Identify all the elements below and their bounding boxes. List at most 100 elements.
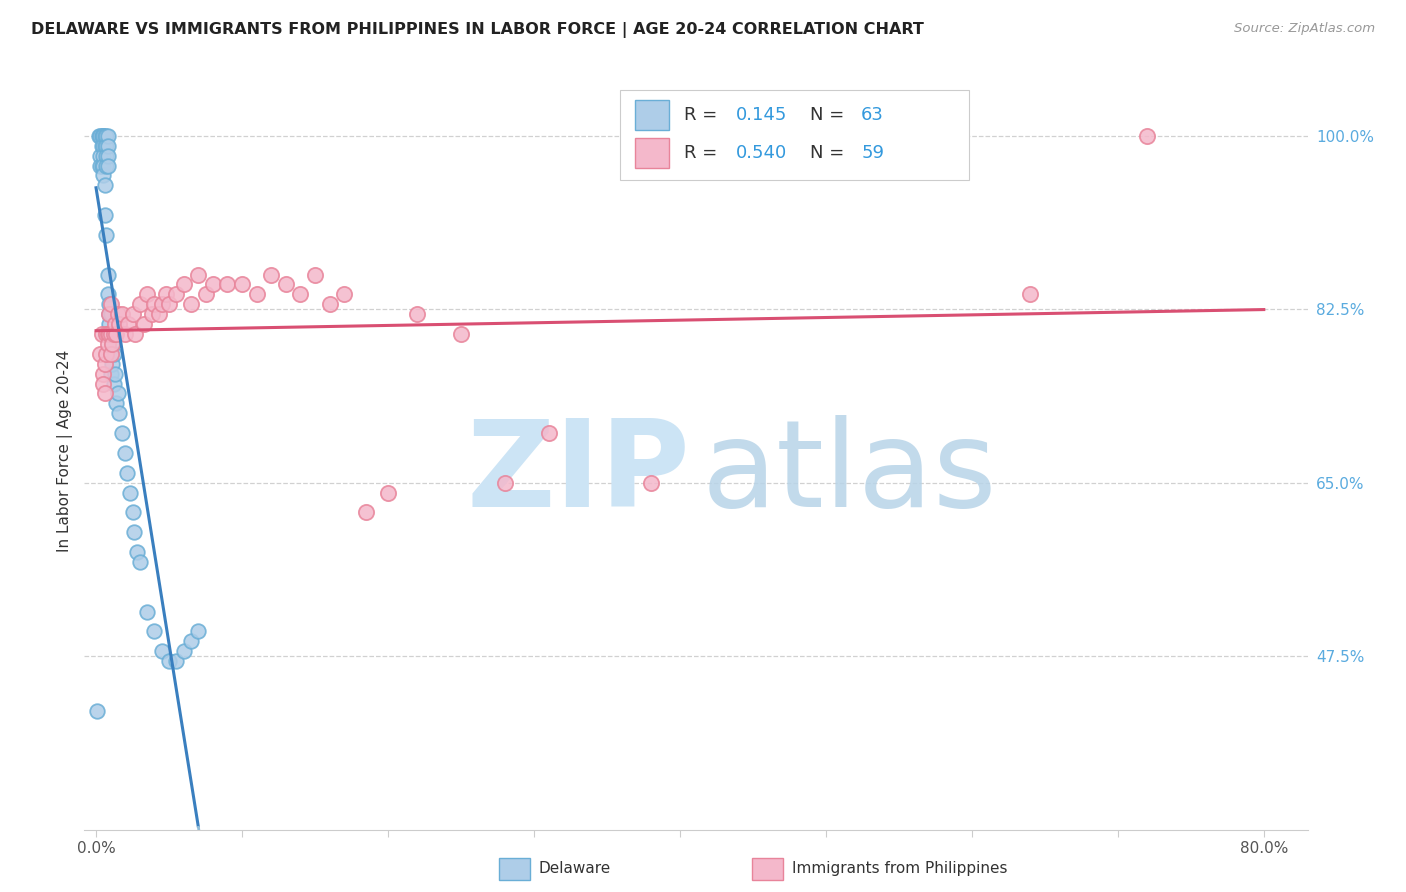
- Point: [406, 307, 429, 321]
- Text: R =: R =: [683, 106, 723, 124]
- Point: [100, 297, 122, 311]
- Text: Immigrants from Philippines: Immigrants from Philippines: [792, 862, 1007, 876]
- Point: [121, 505, 143, 519]
- Point: [107, 386, 129, 401]
- Point: [91, 128, 114, 143]
- Point: [122, 525, 145, 540]
- Text: 59: 59: [860, 145, 884, 162]
- Point: [96, 347, 118, 361]
- Point: [94, 128, 117, 143]
- Point: [101, 337, 124, 351]
- Point: [98, 307, 121, 321]
- Point: [201, 277, 224, 292]
- Point: [94, 386, 117, 401]
- Point: [87, 128, 110, 143]
- Point: [94, 357, 117, 371]
- Point: [194, 287, 217, 301]
- Point: [115, 466, 138, 480]
- Point: [105, 326, 128, 341]
- Point: [136, 605, 159, 619]
- Point: [94, 208, 117, 222]
- Point: [128, 555, 150, 569]
- Point: [91, 128, 114, 143]
- Point: [155, 287, 177, 301]
- Text: N =: N =: [810, 106, 849, 124]
- Point: [111, 426, 134, 441]
- Point: [180, 297, 202, 311]
- Point: [101, 326, 124, 341]
- Bar: [636, 100, 669, 130]
- Point: [96, 326, 118, 341]
- Text: R =: R =: [683, 145, 723, 162]
- Point: [89, 128, 111, 143]
- Point: [97, 148, 120, 162]
- Point: [260, 268, 283, 282]
- Text: atlas: atlas: [702, 415, 998, 532]
- Point: [97, 326, 120, 341]
- Y-axis label: In Labor Force | Age 20-24: In Labor Force | Age 20-24: [58, 350, 73, 551]
- Point: [377, 485, 399, 500]
- Point: [96, 148, 118, 162]
- Point: [96, 227, 118, 242]
- Point: [97, 337, 120, 351]
- Text: Delaware: Delaware: [538, 862, 610, 876]
- Point: [94, 138, 117, 153]
- Point: [125, 545, 148, 559]
- Point: [165, 654, 187, 668]
- Point: [354, 505, 377, 519]
- Point: [98, 326, 121, 341]
- Text: 0.145: 0.145: [737, 106, 787, 124]
- Point: [90, 128, 112, 143]
- Point: [97, 138, 120, 153]
- Point: [98, 317, 121, 331]
- Point: [143, 297, 166, 311]
- Point: [86, 704, 108, 718]
- Point: [494, 475, 516, 490]
- Point: [274, 277, 297, 292]
- Point: [114, 326, 136, 341]
- Point: [96, 159, 118, 173]
- Point: [97, 159, 120, 173]
- Point: [104, 317, 127, 331]
- Point: [640, 475, 662, 490]
- Point: [100, 307, 122, 321]
- Point: [89, 159, 111, 173]
- Point: [98, 307, 121, 321]
- Point: [91, 376, 114, 391]
- Point: [90, 159, 112, 173]
- Point: [173, 644, 195, 658]
- Point: [231, 277, 253, 292]
- Point: [304, 268, 326, 282]
- Point: [141, 307, 163, 321]
- Point: [103, 376, 125, 391]
- Point: [333, 287, 356, 301]
- Text: ZIP: ZIP: [467, 415, 690, 532]
- Point: [157, 297, 180, 311]
- Point: [91, 138, 114, 153]
- Point: [136, 287, 159, 301]
- Point: [150, 297, 173, 311]
- Point: [187, 268, 209, 282]
- Point: [91, 148, 114, 162]
- Point: [318, 297, 340, 311]
- Point: [148, 307, 170, 321]
- Point: [97, 128, 120, 143]
- Point: [121, 307, 143, 321]
- Text: N =: N =: [810, 145, 849, 162]
- Point: [101, 357, 124, 371]
- FancyBboxPatch shape: [620, 90, 969, 180]
- Point: [104, 367, 127, 381]
- Point: [537, 426, 560, 441]
- Point: [100, 326, 122, 341]
- Point: [98, 326, 121, 341]
- Point: [91, 128, 114, 143]
- Point: [100, 326, 122, 341]
- Point: [108, 317, 131, 331]
- Point: [90, 138, 112, 153]
- Point: [100, 347, 122, 361]
- Point: [1019, 287, 1042, 301]
- Point: [89, 347, 111, 361]
- Point: [91, 367, 114, 381]
- Text: Source: ZipAtlas.com: Source: ZipAtlas.com: [1234, 22, 1375, 36]
- Point: [91, 169, 114, 183]
